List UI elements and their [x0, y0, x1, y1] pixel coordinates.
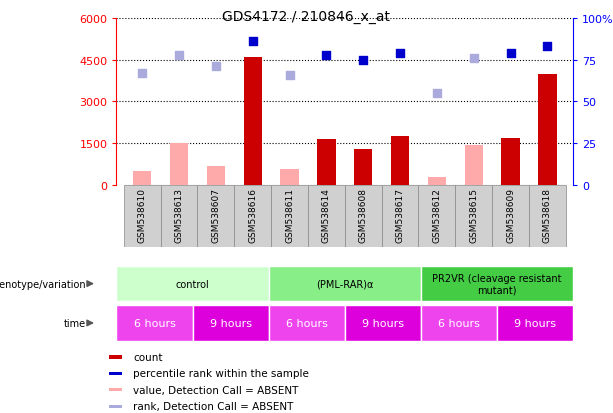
- Text: 6 hours: 6 hours: [134, 318, 175, 328]
- Text: rank, Detection Call = ABSENT: rank, Detection Call = ABSENT: [133, 401, 294, 411]
- Point: [359, 57, 368, 64]
- Text: count: count: [133, 352, 162, 362]
- Text: GSM538614: GSM538614: [322, 188, 331, 242]
- Bar: [197, 186, 234, 248]
- Text: 9 hours: 9 hours: [514, 318, 556, 328]
- Text: GSM538612: GSM538612: [432, 188, 441, 242]
- Text: 9 hours: 9 hours: [210, 318, 252, 328]
- Text: GSM538618: GSM538618: [543, 188, 552, 242]
- Point: [543, 44, 552, 50]
- Text: 9 hours: 9 hours: [362, 318, 404, 328]
- Bar: [428, 178, 446, 186]
- Point: [248, 39, 257, 45]
- Bar: [170, 144, 188, 186]
- Text: GDS4172 / 210846_x_at: GDS4172 / 210846_x_at: [223, 10, 390, 24]
- Bar: [116, 266, 268, 301]
- Bar: [497, 306, 573, 341]
- Bar: [109, 388, 122, 392]
- Point: [395, 50, 405, 57]
- Bar: [234, 186, 271, 248]
- Bar: [492, 186, 529, 248]
- Point: [506, 50, 516, 57]
- Bar: [529, 186, 566, 248]
- Bar: [109, 405, 122, 408]
- Text: GSM538611: GSM538611: [285, 188, 294, 242]
- Bar: [501, 138, 520, 186]
- Bar: [421, 266, 573, 301]
- Bar: [268, 266, 421, 301]
- Bar: [271, 186, 308, 248]
- Text: GSM538617: GSM538617: [395, 188, 405, 242]
- Text: (PML-RAR)α: (PML-RAR)α: [316, 279, 373, 289]
- Bar: [419, 186, 455, 248]
- Point: [284, 72, 294, 79]
- Bar: [268, 306, 345, 341]
- Bar: [161, 186, 197, 248]
- Text: value, Detection Call = ABSENT: value, Detection Call = ABSENT: [133, 385, 299, 395]
- Bar: [116, 306, 192, 341]
- Text: GSM538607: GSM538607: [211, 188, 221, 242]
- Text: GSM538616: GSM538616: [248, 188, 257, 242]
- Point: [321, 52, 331, 59]
- Point: [174, 52, 184, 59]
- Bar: [243, 57, 262, 186]
- Text: GSM538613: GSM538613: [175, 188, 183, 242]
- Bar: [345, 306, 421, 341]
- Text: GSM538609: GSM538609: [506, 188, 515, 242]
- Point: [432, 90, 442, 97]
- Bar: [465, 145, 483, 186]
- Bar: [133, 172, 151, 186]
- Bar: [421, 306, 497, 341]
- Bar: [382, 186, 419, 248]
- Bar: [538, 74, 557, 186]
- Bar: [124, 186, 161, 248]
- Text: GSM538615: GSM538615: [469, 188, 478, 242]
- Point: [211, 64, 221, 70]
- Bar: [455, 186, 492, 248]
- Point: [137, 71, 147, 77]
- Bar: [308, 186, 345, 248]
- Bar: [391, 137, 409, 186]
- Bar: [280, 169, 299, 186]
- Bar: [109, 356, 122, 358]
- Text: PR2VR (cleavage resistant
mutant): PR2VR (cleavage resistant mutant): [432, 273, 562, 295]
- Bar: [345, 186, 382, 248]
- Text: control: control: [176, 279, 210, 289]
- Bar: [192, 306, 268, 341]
- Text: time: time: [64, 318, 86, 328]
- Text: GSM538608: GSM538608: [359, 188, 368, 242]
- Bar: [354, 150, 373, 186]
- Text: genotype/variation: genotype/variation: [0, 279, 86, 289]
- Text: 6 hours: 6 hours: [438, 318, 480, 328]
- Text: 6 hours: 6 hours: [286, 318, 328, 328]
- Bar: [109, 372, 122, 375]
- Text: percentile rank within the sample: percentile rank within the sample: [133, 368, 309, 378]
- Bar: [207, 166, 225, 186]
- Text: GSM538610: GSM538610: [138, 188, 147, 242]
- Bar: [317, 140, 335, 186]
- Point: [469, 55, 479, 62]
